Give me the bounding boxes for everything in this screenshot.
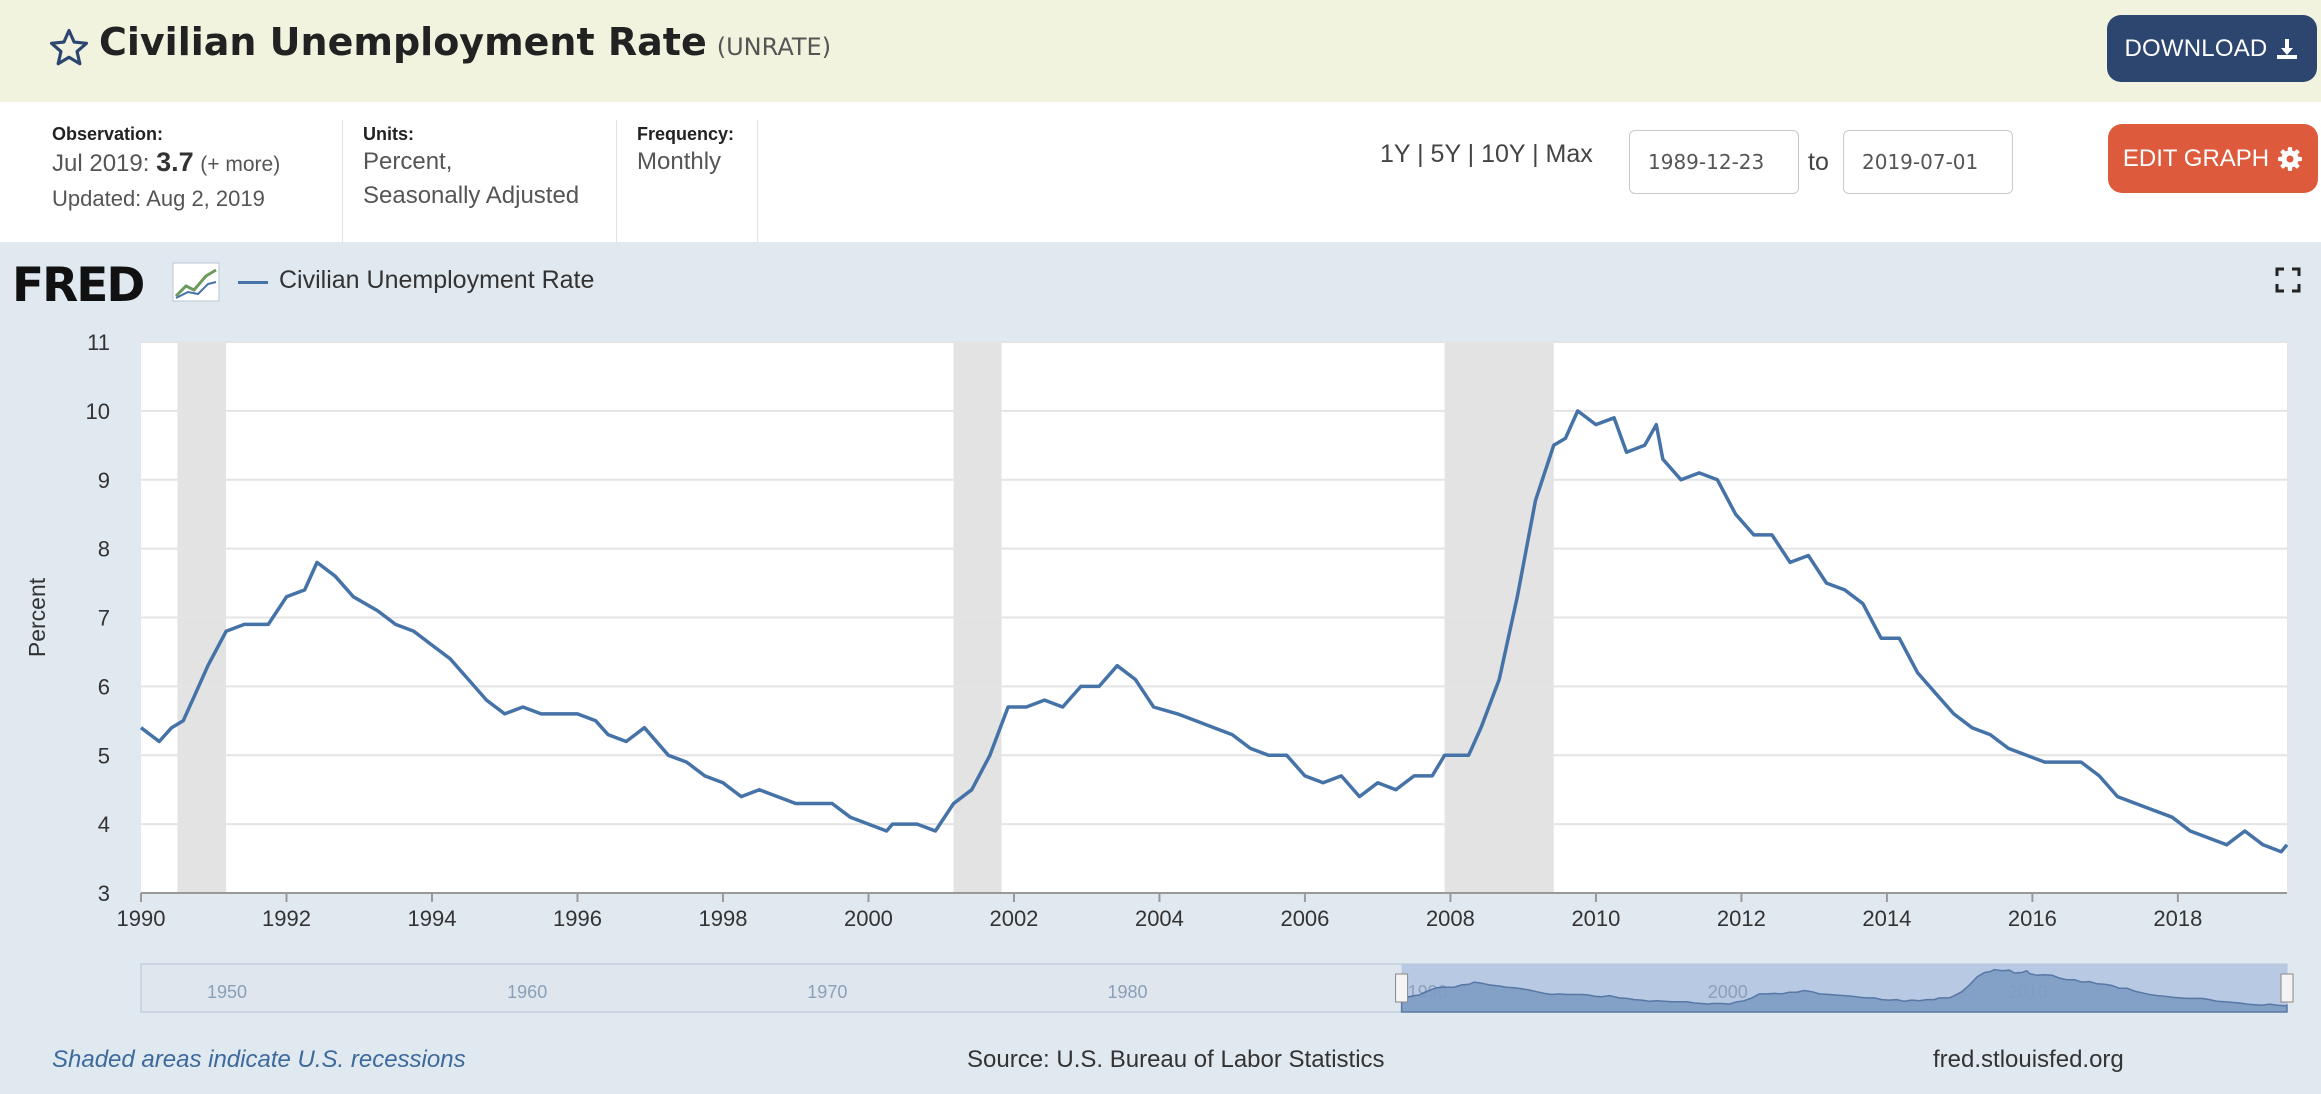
source-note: Source: U.S. Bureau of Labor Statistics	[967, 1046, 1385, 1073]
range-selector: 1Y | 5Y | 10Y | Max	[1380, 140, 1593, 169]
range-1y[interactable]: 1Y	[1380, 140, 1411, 168]
y-tick-label: 3	[98, 881, 110, 906]
page-title: Civilian Unemployment Rate (UNRATE)	[99, 20, 831, 64]
to-label: to	[1808, 148, 1829, 176]
observation-value: 3.7	[156, 147, 194, 177]
observation-block: Observation: Jul 2019: 3.7 (+ more) Upda…	[52, 124, 280, 216]
y-tick-label: 8	[98, 537, 110, 562]
navigator-tick-label: 1980	[1107, 982, 1147, 1002]
x-tick-label: 2018	[2153, 906, 2202, 931]
series-code: (UNRATE)	[716, 33, 832, 61]
frequency-value: Monthly	[637, 148, 722, 175]
legend-swatch	[238, 281, 268, 284]
y-tick-label: 6	[98, 674, 110, 699]
x-tick-label: 2014	[1862, 906, 1911, 931]
navigator-series-area	[1400, 968, 2288, 1013]
legend-series-label: Civilian Unemployment Rate	[279, 266, 595, 294]
download-button[interactable]: DOWNLOAD	[2107, 15, 2317, 82]
observation-line: Jul 2019: 3.7 (+ more)	[52, 145, 280, 182]
info-divider	[342, 120, 343, 242]
frequency-block: Frequency: Monthly	[637, 124, 734, 179]
x-tick-label: 1996	[553, 906, 602, 931]
recession-note: Shaded areas indicate U.S. recessions	[52, 1046, 466, 1073]
units-block: Units: Percent, Seasonally Adjusted	[363, 124, 579, 213]
series-title: Civilian Unemployment Rate	[99, 20, 707, 64]
y-tick-label: 10	[86, 399, 110, 424]
x-tick-label: 2008	[1426, 906, 1475, 931]
x-tick-label: 2016	[2008, 906, 2057, 931]
x-tick-label: 2010	[1571, 906, 1620, 931]
fullscreen-icon[interactable]	[2275, 267, 2301, 293]
series-line	[139, 409, 2289, 854]
navigator-tick-label: 1970	[807, 982, 847, 1002]
fred-site-link[interactable]: fred.stlouisfed.org	[1933, 1046, 2124, 1073]
y-tick-label: 9	[98, 468, 110, 493]
frequency-label: Frequency:	[637, 124, 735, 144]
navigator-tick-label: 1960	[507, 982, 547, 1002]
observation-period: Jul 2019:	[52, 150, 150, 177]
navigator-tick-label: 1950	[207, 982, 247, 1002]
range-max[interactable]: Max	[1545, 140, 1593, 168]
info-divider	[757, 120, 758, 242]
x-tick-label: 2000	[844, 906, 893, 931]
range-separator: |	[1417, 140, 1424, 168]
x-tick-label: 2012	[1717, 906, 1766, 931]
page-header: Civilian Unemployment Rate (UNRATE) DOWNL…	[0, 0, 2321, 102]
fred-chart-logo-icon	[172, 262, 220, 302]
gear-icon	[2278, 146, 2303, 171]
x-tick-label: 1998	[698, 906, 747, 931]
units-line1: Percent,	[363, 148, 453, 175]
y-tick-label: 5	[98, 743, 110, 768]
edit-graph-button[interactable]: EDIT GRAPH	[2108, 124, 2318, 193]
unemployment-chart: 3 4 5 6 7 8 9 10 11 1990 1992 1994 1996 1998 2000 2002 2…	[24, 330, 2294, 1013]
updated-date: Updated: Aug 2, 2019	[52, 186, 265, 211]
range-10y[interactable]: 10Y	[1481, 140, 1526, 168]
x-tick-label: 1994	[408, 906, 457, 931]
start-date-input[interactable]: 1989-12-23	[1629, 130, 1799, 194]
y-axis-label: Percent	[24, 577, 50, 657]
download-icon	[2277, 38, 2298, 59]
range-separator: |	[1467, 140, 1475, 168]
navigator-handle[interactable]	[1395, 973, 1409, 1003]
fred-logo[interactable]: FRED	[12, 258, 145, 313]
star-outline-icon[interactable]	[48, 27, 90, 69]
series-info-bar: Observation: Jul 2019: 3.7 (+ more) Upda…	[0, 102, 2321, 242]
units-label: Units:	[363, 124, 414, 144]
units-line2: Seasonally Adjusted	[363, 182, 580, 209]
edit-graph-label: EDIT GRAPH	[2122, 144, 2270, 172]
y-tick-label: 4	[98, 812, 110, 837]
range-5y[interactable]: 5Y	[1430, 140, 1461, 168]
range-separator: |	[1532, 140, 1539, 168]
observation-label: Observation:	[52, 124, 164, 144]
download-label: DOWNLOAD	[2124, 34, 2268, 62]
x-tick-label: 1990	[117, 906, 166, 931]
y-tick-label: 7	[98, 606, 110, 631]
x-tick-label: 1992	[262, 906, 311, 931]
x-tick-label: 2002	[989, 906, 1038, 931]
info-divider	[616, 120, 617, 242]
x-tick-label: 2004	[1135, 906, 1184, 931]
more-observations-link[interactable]: (+ more)	[200, 153, 281, 176]
end-date-input[interactable]: 2019-07-01	[1843, 130, 2013, 194]
navigator-handle[interactable]	[2280, 973, 2294, 1003]
navigator-tick-label: 2000	[1708, 982, 1748, 1002]
x-tick-label: 2006	[1280, 906, 1329, 931]
y-tick-label: 11	[87, 330, 110, 355]
